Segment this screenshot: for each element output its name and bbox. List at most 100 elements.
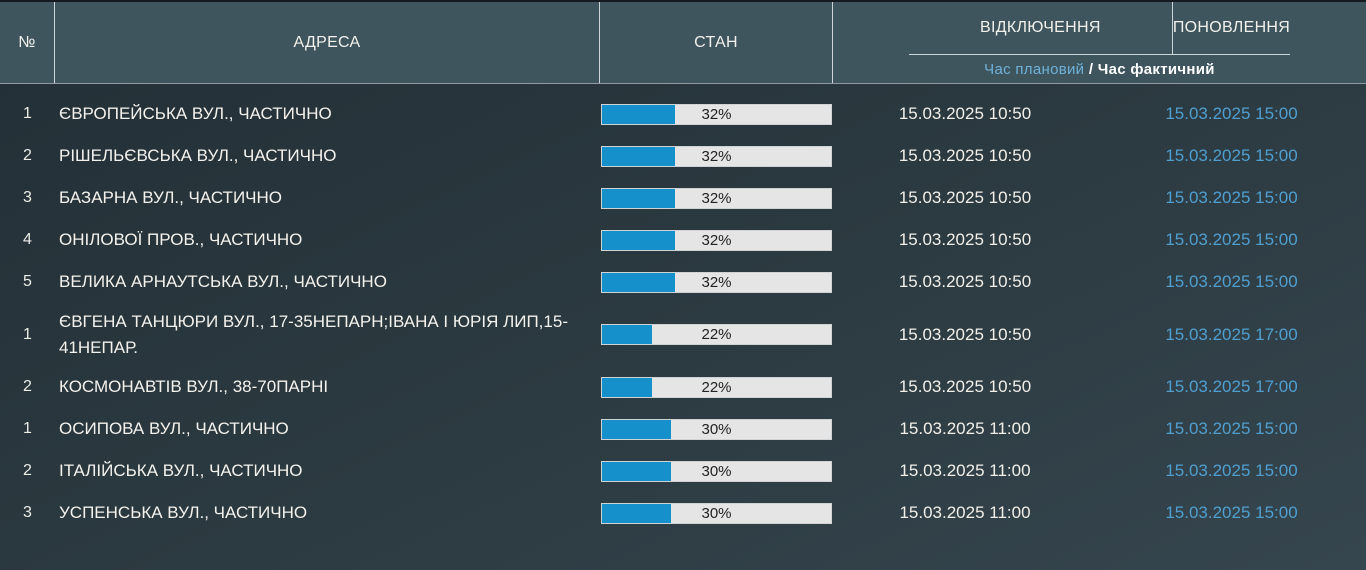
on-time: 15.03.2025 15:00 bbox=[1165, 503, 1298, 522]
row-address: БАЗАРНА ВУЛ., ЧАСТИЧНО bbox=[59, 188, 282, 208]
on-time: 15.03.2025 15:00 bbox=[1165, 104, 1298, 123]
progress-label: 32% bbox=[701, 147, 732, 165]
progress-fill bbox=[602, 419, 671, 439]
on-time: 15.03.2025 15:00 bbox=[1165, 419, 1298, 438]
row-state: 22% bbox=[600, 376, 833, 398]
row-address: ЄВГЕНА ТАНЦЮРИ ВУЛ., 17-35НЕПАРН;ІВАНА І… bbox=[59, 312, 568, 357]
column-header-restore: ПОНОВЛЕННЯ bbox=[1172, 19, 1291, 36]
column-header-state: СТАН bbox=[600, 2, 833, 83]
row-state: 30% bbox=[600, 418, 833, 440]
row-state: 30% bbox=[600, 460, 833, 482]
off-time: 15.03.2025 10:50 bbox=[898, 188, 1032, 207]
progress-fill bbox=[602, 146, 676, 166]
progress-fill bbox=[602, 377, 653, 397]
column-header-disconnect: ВІДКЛЮЧЕННЯ bbox=[909, 2, 1173, 54]
table-row: 1 ЄВГЕНА ТАНЦЮРИ ВУЛ., 17-35НЕПАРН;ІВАНА… bbox=[0, 303, 1366, 366]
off-time: 15.03.2025 11:00 bbox=[899, 419, 1031, 438]
table-body: 1 ЄВРОПЕЙСЬКА ВУЛ., ЧАСТИЧНО 32% 15.03.2… bbox=[0, 84, 1366, 534]
progress-bar: 30% bbox=[601, 502, 832, 524]
progress-label: 32% bbox=[701, 105, 732, 123]
on-time: 15.03.2025 15:00 bbox=[1165, 272, 1298, 291]
progress-bar: 30% bbox=[601, 460, 832, 482]
off-time: 15.03.2025 11:00 bbox=[899, 503, 1031, 522]
progress-fill bbox=[602, 503, 671, 523]
legend-planned-time: Час плановий bbox=[984, 60, 1085, 78]
row-state: 32% bbox=[600, 271, 833, 293]
row-address: КОСМОНАВТІВ ВУЛ., 38-70ПАРНІ bbox=[59, 377, 329, 397]
row-number: 2 bbox=[23, 378, 32, 395]
on-time: 15.03.2025 17:00 bbox=[1165, 324, 1298, 344]
progress-bar: 32% bbox=[601, 187, 832, 209]
progress-fill bbox=[602, 104, 676, 124]
column-header-address: АДРЕСА bbox=[55, 2, 600, 83]
progress-label: 30% bbox=[701, 420, 732, 438]
progress-fill bbox=[602, 230, 676, 250]
time-legend: Час плановий / Час фактичний bbox=[984, 55, 1215, 83]
row-address: УСПЕНСЬКА ВУЛ., ЧАСТИЧНО bbox=[59, 503, 308, 523]
progress-fill bbox=[602, 325, 653, 344]
progress-bar: 32% bbox=[601, 271, 832, 293]
progress-fill bbox=[602, 188, 676, 208]
row-number: 1 bbox=[23, 325, 32, 343]
progress-bar: 30% bbox=[601, 418, 832, 440]
table-row: 2 ІТАЛІЙСЬКА ВУЛ., ЧАСТИЧНО 30% 15.03.20… bbox=[0, 450, 1366, 492]
progress-bar: 32% bbox=[601, 145, 832, 167]
row-number: 3 bbox=[23, 189, 32, 206]
row-state: 32% bbox=[600, 145, 833, 167]
row-state: 32% bbox=[600, 229, 833, 251]
progress-label: 30% bbox=[701, 462, 732, 480]
table-row: 1 ЄВРОПЕЙСЬКА ВУЛ., ЧАСТИЧНО 32% 15.03.2… bbox=[0, 93, 1366, 135]
progress-bar: 32% bbox=[601, 229, 832, 251]
row-state: 30% bbox=[600, 502, 833, 524]
progress-label: 32% bbox=[701, 189, 732, 207]
table-row: 2 РІШЕЛЬЄВСЬКА ВУЛ., ЧАСТИЧНО 32% 15.03.… bbox=[0, 135, 1366, 177]
row-number: 1 bbox=[23, 105, 32, 122]
on-time: 15.03.2025 15:00 bbox=[1165, 230, 1298, 249]
progress-fill bbox=[602, 461, 671, 481]
row-number: 2 bbox=[23, 147, 32, 164]
table-row: 1 ОСИПОВА ВУЛ., ЧАСТИЧНО 30% 15.03.2025 … bbox=[0, 408, 1366, 450]
on-time: 15.03.2025 17:00 bbox=[1165, 377, 1298, 396]
off-time: 15.03.2025 10:50 bbox=[898, 324, 1032, 344]
progress-bar: 22% bbox=[601, 324, 832, 345]
on-time: 15.03.2025 15:00 bbox=[1165, 461, 1298, 480]
column-header-dates-group: ВІДКЛЮЧЕННЯ ПОНОВЛЕННЯ Час плановий / Ча… bbox=[833, 2, 1366, 83]
row-number: 2 bbox=[23, 462, 32, 479]
legend-actual-time: Час фактичний bbox=[1097, 60, 1215, 78]
off-time: 15.03.2025 10:50 bbox=[898, 146, 1032, 165]
on-time: 15.03.2025 15:00 bbox=[1165, 146, 1298, 165]
row-address: РІШЕЛЬЄВСЬКА ВУЛ., ЧАСТИЧНО bbox=[59, 146, 337, 166]
progress-label: 32% bbox=[701, 231, 732, 249]
column-header-number: № bbox=[0, 2, 55, 83]
off-time: 15.03.2025 10:50 bbox=[898, 230, 1032, 249]
progress-bar: 32% bbox=[601, 103, 832, 125]
table-row: 4 ОНІЛОВОЇ ПРОВ., ЧАСТИЧНО 32% 15.03.202… bbox=[0, 219, 1366, 261]
row-state: 22% bbox=[600, 324, 833, 345]
row-address: ІТАЛІЙСЬКА ВУЛ., ЧАСТИЧНО bbox=[59, 461, 303, 481]
table-header: № АДРЕСА СТАН ВІДКЛЮЧЕННЯ ПОНОВЛЕННЯ Час… bbox=[0, 2, 1366, 84]
on-time: 15.03.2025 15:00 bbox=[1165, 188, 1298, 207]
legend-separator: / bbox=[1084, 60, 1098, 78]
row-state: 32% bbox=[600, 103, 833, 125]
table-row: 2 КОСМОНАВТІВ ВУЛ., 38-70ПАРНІ 22% 15.03… bbox=[0, 366, 1366, 408]
progress-label: 22% bbox=[701, 378, 732, 396]
progress-label: 32% bbox=[701, 273, 732, 291]
row-address: ЄВРОПЕЙСЬКА ВУЛ., ЧАСТИЧНО bbox=[59, 104, 332, 124]
off-time: 15.03.2025 10:50 bbox=[898, 377, 1032, 396]
row-number: 5 bbox=[23, 273, 32, 290]
table-row: 5 ВЕЛИКА АРНАУТСЬКА ВУЛ., ЧАСТИЧНО 32% 1… bbox=[0, 261, 1366, 303]
row-number: 1 bbox=[23, 420, 32, 437]
row-address: ОСИПОВА ВУЛ., ЧАСТИЧНО bbox=[59, 419, 289, 439]
row-number: 4 bbox=[23, 231, 32, 248]
row-state: 32% bbox=[600, 187, 833, 209]
progress-label: 30% bbox=[701, 504, 732, 522]
off-time: 15.03.2025 11:00 bbox=[899, 461, 1031, 480]
table-row: 3 УСПЕНСЬКА ВУЛ., ЧАСТИЧНО 30% 15.03.202… bbox=[0, 492, 1366, 534]
progress-label: 22% bbox=[701, 326, 732, 343]
row-number: 3 bbox=[23, 504, 32, 521]
off-time: 15.03.2025 10:50 bbox=[898, 272, 1032, 291]
row-address: ВЕЛИКА АРНАУТСЬКА ВУЛ., ЧАСТИЧНО bbox=[59, 272, 387, 292]
progress-fill bbox=[602, 272, 676, 292]
off-time: 15.03.2025 10:50 bbox=[898, 104, 1032, 123]
